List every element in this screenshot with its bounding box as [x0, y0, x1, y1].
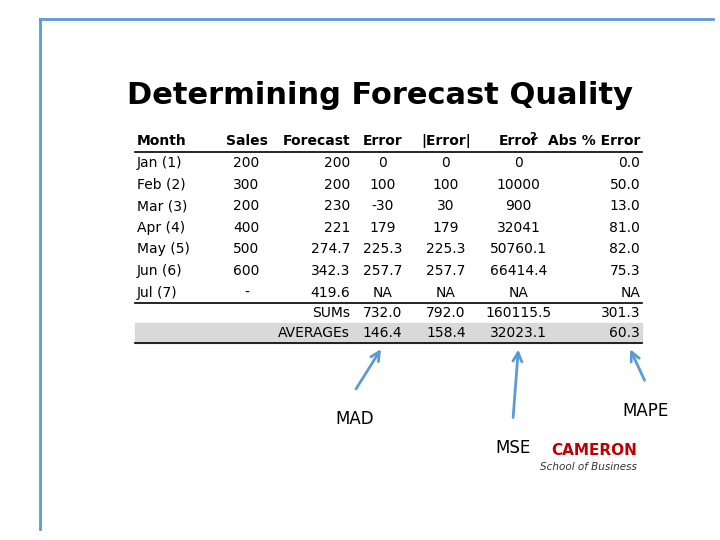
Text: Feb (2): Feb (2) — [137, 178, 186, 192]
Text: 0: 0 — [441, 156, 450, 170]
Text: MAPE: MAPE — [623, 402, 669, 420]
Text: |Error|: |Error| — [421, 134, 471, 147]
Text: 0.0: 0.0 — [618, 156, 640, 170]
Text: 221: 221 — [324, 221, 350, 235]
Text: Apr (4): Apr (4) — [137, 221, 185, 235]
Text: Sales: Sales — [225, 134, 267, 147]
Text: Determining Forecast Quality: Determining Forecast Quality — [127, 82, 633, 111]
Text: 225.3: 225.3 — [426, 242, 466, 256]
Text: Mar (3): Mar (3) — [137, 199, 187, 213]
Text: 32041: 32041 — [497, 221, 541, 235]
Text: 81.0: 81.0 — [609, 221, 640, 235]
Text: Jul (7): Jul (7) — [137, 286, 178, 300]
Text: 146.4: 146.4 — [363, 326, 402, 340]
Text: 500: 500 — [233, 242, 260, 256]
Text: MSE: MSE — [495, 439, 531, 457]
Text: 200: 200 — [233, 199, 260, 213]
Text: 160115.5: 160115.5 — [485, 306, 552, 320]
Text: 230: 230 — [324, 199, 350, 213]
Text: 13.0: 13.0 — [609, 199, 640, 213]
Bar — [135, 323, 642, 343]
Text: 419.6: 419.6 — [310, 286, 350, 300]
Text: 200: 200 — [324, 178, 350, 192]
Text: NA: NA — [508, 286, 528, 300]
Text: Abs % Error: Abs % Error — [548, 134, 640, 147]
Text: 32023.1: 32023.1 — [490, 326, 547, 340]
Text: Error: Error — [363, 134, 402, 147]
Text: May (5): May (5) — [137, 242, 190, 256]
Text: NA: NA — [621, 286, 640, 300]
Text: 75.3: 75.3 — [610, 264, 640, 278]
Text: AVERAGEs: AVERAGEs — [278, 326, 350, 340]
Text: Forecast: Forecast — [282, 134, 350, 147]
Text: 50.0: 50.0 — [610, 178, 640, 192]
Text: 0: 0 — [514, 156, 523, 170]
Text: 82.0: 82.0 — [609, 242, 640, 256]
Text: 301.3: 301.3 — [600, 306, 640, 320]
Text: 300: 300 — [233, 178, 260, 192]
Text: Error: Error — [499, 134, 539, 147]
Text: 158.4: 158.4 — [426, 326, 466, 340]
Text: Jan (1): Jan (1) — [137, 156, 182, 170]
Text: 792.0: 792.0 — [426, 306, 466, 320]
Text: 2: 2 — [530, 132, 536, 141]
Text: SUMs: SUMs — [312, 306, 350, 320]
Text: MAD: MAD — [336, 410, 374, 428]
Text: 225.3: 225.3 — [363, 242, 402, 256]
Text: 0: 0 — [378, 156, 387, 170]
Text: 10000: 10000 — [497, 178, 541, 192]
Text: 30: 30 — [437, 199, 455, 213]
Text: -: - — [244, 286, 249, 300]
Text: 200: 200 — [233, 156, 260, 170]
Text: 257.7: 257.7 — [363, 264, 402, 278]
Text: 60.3: 60.3 — [609, 326, 640, 340]
Text: 200: 200 — [324, 156, 350, 170]
Text: 400: 400 — [233, 221, 260, 235]
Text: 179: 179 — [433, 221, 459, 235]
Text: 342.3: 342.3 — [310, 264, 350, 278]
Text: 257.7: 257.7 — [426, 264, 466, 278]
Text: 50760.1: 50760.1 — [490, 242, 547, 256]
Text: 732.0: 732.0 — [363, 306, 402, 320]
Text: 274.7: 274.7 — [310, 242, 350, 256]
Text: NA: NA — [372, 286, 392, 300]
Text: 100: 100 — [433, 178, 459, 192]
Text: School of Business: School of Business — [540, 462, 637, 472]
Text: 179: 179 — [369, 221, 396, 235]
Text: Jun (6): Jun (6) — [137, 264, 182, 278]
Text: 900: 900 — [505, 199, 531, 213]
Text: 600: 600 — [233, 264, 260, 278]
Text: -30: -30 — [372, 199, 394, 213]
Text: NA: NA — [436, 286, 456, 300]
Text: Month: Month — [137, 134, 186, 147]
Text: CAMERON: CAMERON — [551, 443, 637, 458]
Text: 100: 100 — [369, 178, 396, 192]
Text: 66414.4: 66414.4 — [490, 264, 547, 278]
